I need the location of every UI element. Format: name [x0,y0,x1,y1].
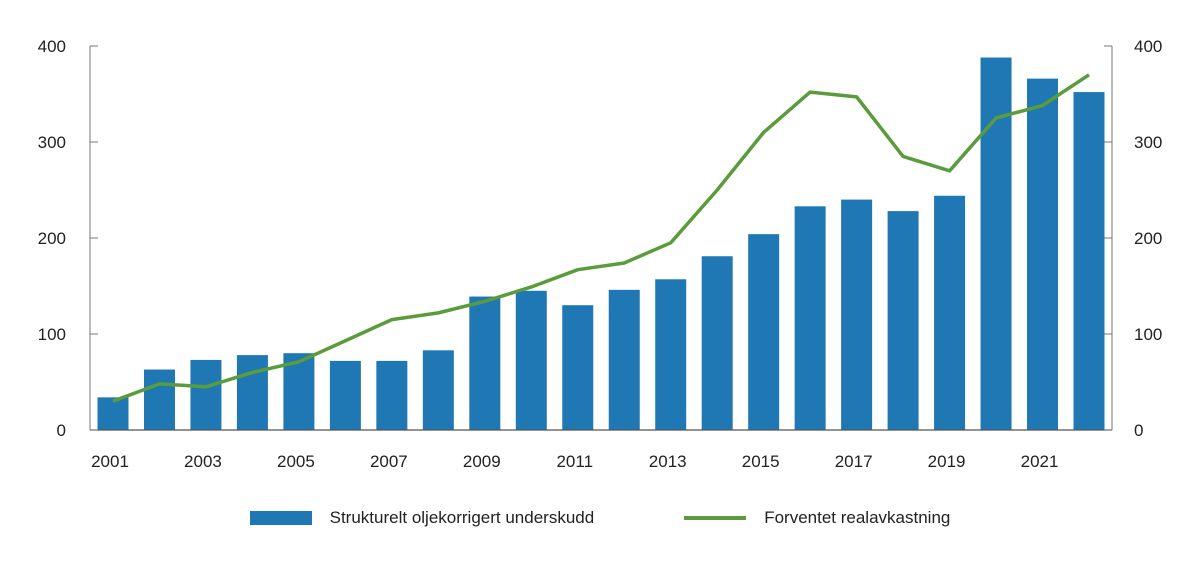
legend: Strukturelt oljekorrigert underskudd For… [0,508,1200,528]
line-series [112,73,1090,403]
y-tick-label-right-300: 300 [1134,133,1162,152]
x-tick-label-2009: 2009 [463,452,501,471]
bar-2015 [748,234,780,430]
y-tick-label-right-200: 200 [1134,229,1162,248]
x-tick-label-2001: 2001 [91,452,129,471]
bar-2014 [701,256,733,430]
bar-2004 [236,355,268,430]
y-tick-label-left-300: 300 [38,133,66,152]
y-tick-label-right-400: 400 [1134,37,1162,56]
x-tick-label-2015: 2015 [742,452,780,471]
bar-2003 [190,359,222,430]
x-tick-label-2011: 2011 [556,452,593,471]
bar-2001 [97,397,129,430]
bar-2010 [515,290,547,430]
bar-2017 [841,199,873,430]
bar-2011 [562,305,594,430]
bar-2016 [794,206,826,430]
y-tick-label-left-400: 400 [38,37,66,56]
legend-swatch-bars [249,511,312,525]
bar-2008 [422,350,454,430]
bar-2019 [934,195,966,430]
chart: 0 0 100 100 200 200 300 300 400 400 2001 2003 2005 20… [38,37,1163,471]
x-tick-label-2003: 2003 [184,452,222,471]
bar-2012 [608,289,640,430]
legend-swatch-line [684,516,747,520]
bar-2005 [283,353,315,430]
legend-label-line: Forventet realavkastning [764,508,951,527]
y-tick-label-left-0: 0 [57,421,66,440]
bar-2002 [143,369,175,430]
bar-2009 [469,296,501,430]
bar-2006 [329,360,361,430]
y-tick-label-left-100: 100 [38,325,66,344]
legend-label-bars: Strukturelt oljekorrigert underskudd [329,508,595,527]
bar-2007 [376,360,408,430]
bar-2022 [1073,92,1105,430]
x-tick-label-2005: 2005 [277,452,315,471]
x-tick-label-2021: 2021 [1021,452,1059,471]
bar-2021 [1027,78,1059,430]
x-tick-label-2019: 2019 [928,452,966,471]
bar-2013 [655,279,687,430]
y-tick-label-right-0: 0 [1134,421,1143,440]
legend-item-bars: Strukturelt oljekorrigert underskudd [249,508,595,528]
y-tick-label-left-200: 200 [38,229,66,248]
x-tick-label-2007: 2007 [370,452,408,471]
y-tick-label-right-100: 100 [1134,325,1162,344]
x-tick-label-2017: 2017 [835,452,873,471]
legend-item-line: Forventet realavkastning [684,508,950,528]
bar-2018 [887,211,919,430]
x-tick-label-2013: 2013 [649,452,687,471]
